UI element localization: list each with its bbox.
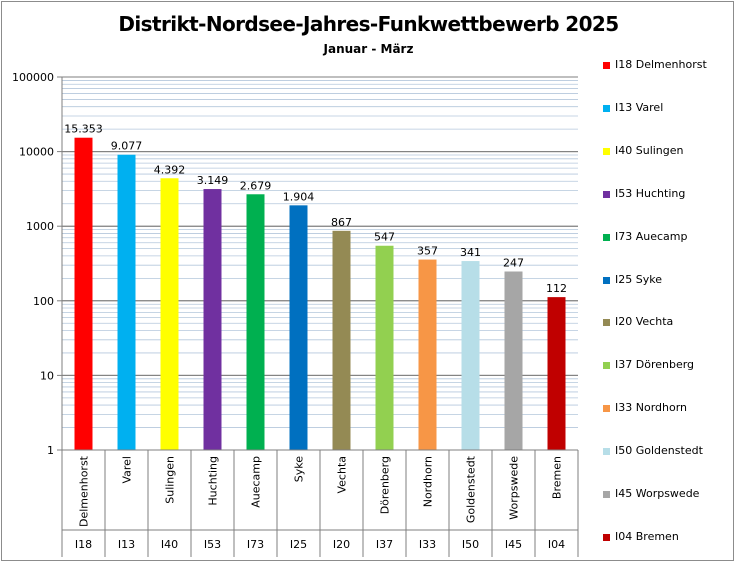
- legend-swatch: [603, 491, 610, 498]
- legend-swatch: [603, 190, 610, 198]
- y-tick-label: 10: [40, 369, 54, 382]
- data-label: 1.904: [283, 190, 315, 203]
- legend-label: I18 Delmenhorst: [615, 58, 707, 71]
- legend-swatch: [603, 62, 610, 69]
- legend-label: I37 Dörenberg: [615, 358, 695, 372]
- category-label: Worpswede: [508, 456, 521, 520]
- chart-subtitle: Januar - März: [323, 42, 414, 56]
- bar-bremen: [547, 297, 566, 450]
- bar-sulingen: [160, 178, 179, 450]
- y-tick-label: 10000: [19, 146, 54, 159]
- category-label: Sulingen: [164, 456, 177, 504]
- legend-label: I13 Varel: [615, 100, 664, 114]
- legend-swatch: [603, 362, 610, 370]
- legend-label: I04 Bremen: [615, 529, 679, 543]
- y-tick-label: 1000: [26, 220, 54, 233]
- category-code: I13: [118, 538, 135, 551]
- legend-label: I20 Vechta: [615, 315, 674, 329]
- bars: [74, 137, 566, 451]
- category-label: Dörenberg: [379, 456, 392, 514]
- bar-varel: [117, 154, 136, 451]
- chart-title: Distrikt-Nordsee-Jahres-Funkwettbewerb 2…: [118, 12, 619, 36]
- category-code: I20: [333, 538, 350, 551]
- data-label: 341: [460, 246, 481, 259]
- bar-vechta: [332, 230, 351, 450]
- bar-delmenhorst: [74, 137, 93, 451]
- data-labels: 15.353 9.077 4.392 3.149 2.679 1.904 867 547 357…: [64, 123, 567, 295]
- category-label: Syke: [293, 456, 306, 482]
- legend-label: I45 Worpswede: [615, 487, 700, 500]
- data-label: 3.149: [197, 174, 229, 187]
- legend-swatch: [603, 448, 610, 456]
- data-label: 357: [417, 245, 438, 258]
- category-code: I73: [247, 538, 264, 551]
- data-label: 547: [374, 231, 395, 244]
- legend-label: I33 Nordhorn: [615, 401, 688, 415]
- legend-swatch: [603, 533, 610, 541]
- category-code: I25: [290, 538, 307, 551]
- category-label: Varel: [121, 456, 134, 484]
- data-label: 247: [503, 257, 524, 270]
- category-label: Bremen: [551, 456, 564, 499]
- data-label: 15.353: [64, 123, 103, 136]
- category-code: I04: [548, 538, 565, 551]
- legend-swatch: [603, 405, 610, 413]
- y-tick-label: 100: [33, 295, 54, 308]
- data-label: 4.392: [154, 163, 186, 176]
- legend-swatch: [603, 104, 610, 112]
- bar-goldenstedt: [461, 261, 480, 450]
- category-code: I33: [419, 538, 436, 551]
- legend-label: I53 Huchting: [615, 186, 686, 200]
- category-label: Vechta: [336, 456, 349, 494]
- legend-label: I40 Sulingen: [615, 143, 684, 157]
- category-code: I50: [462, 538, 479, 551]
- category-code: I18: [75, 538, 92, 551]
- legend-swatch: [603, 276, 610, 284]
- category-code: I37: [376, 538, 393, 551]
- category-code: I53: [204, 538, 221, 551]
- category-label: Auecamp: [250, 456, 263, 508]
- category-code: I40: [161, 538, 178, 551]
- y-tick-label: 100000: [12, 71, 54, 84]
- legend-label: I73 Auecamp: [615, 229, 688, 243]
- legend-swatch: [603, 147, 610, 155]
- category-label: Nordhorn: [422, 456, 435, 507]
- data-label: 867: [331, 216, 352, 229]
- bar-auecamp: [246, 194, 265, 450]
- y-tick-label: 1: [47, 444, 54, 457]
- bar-huchting: [203, 189, 222, 450]
- category-label: Delmenhorst: [78, 455, 91, 527]
- legend-swatch: [603, 319, 610, 327]
- category-label: Huchting: [207, 456, 220, 506]
- legend-label: I50 Goldenstedt: [615, 444, 703, 458]
- bar-nordhorn: [418, 259, 437, 450]
- bar-dörenberg: [375, 245, 394, 450]
- data-label: 2.679: [240, 179, 272, 192]
- category-label: Goldenstedt: [465, 455, 478, 523]
- data-label: 112: [546, 282, 567, 295]
- data-label: 9.077: [111, 140, 143, 153]
- category-code: I45: [505, 538, 522, 551]
- axes: 1 10 100 1000 10000 100000 Delmenhorst I18 Varel…: [12, 71, 579, 557]
- bar-worpswede: [504, 271, 523, 450]
- legend-label: I25 Syke: [615, 272, 662, 286]
- bar-syke: [289, 205, 308, 450]
- grid-lines: [62, 76, 578, 451]
- legend-swatch: [603, 233, 610, 241]
